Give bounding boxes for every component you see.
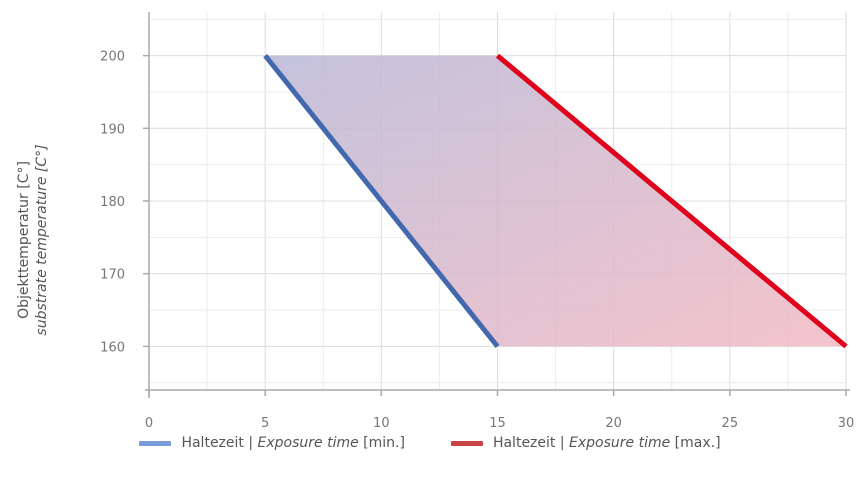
legend-label-min: Haltezeit | Exposure time [min.]: [181, 435, 405, 451]
series-line-min: [263, 54, 500, 348]
x-tick-label-0: 0: [145, 416, 153, 431]
y-axis-label-line1: Objekttemperatur [C°]: [16, 161, 32, 319]
legend-swatch-max: [450, 440, 483, 446]
range-fill: [265, 55, 847, 347]
legend-item-min: Haltezeit | Exposure time [min.]: [139, 435, 405, 451]
range-fill-area: [265, 55, 847, 347]
legend-max-suffix: [max.]: [670, 435, 721, 451]
legend-min-suffix: [min.]: [358, 435, 405, 451]
y-tick-label-170: 170: [100, 268, 125, 283]
y-tick-label-180: 180: [100, 195, 125, 210]
legend: Haltezeit | Exposure time [min.] Halteze…: [0, 430, 860, 456]
y-tick-label-200: 200: [100, 50, 125, 65]
y-axis-label-line2: substrate temperature [C°]: [34, 144, 50, 335]
x-tick-label-10: 10: [373, 416, 390, 431]
axes: [143, 12, 850, 398]
legend-min-prefix: Haltezeit |: [181, 435, 258, 451]
y-tick-label-160: 160: [100, 340, 125, 355]
legend-item-max: Haltezeit | Exposure time [max.]: [450, 435, 721, 451]
legend-min-italic: Exposure time: [257, 435, 359, 451]
series: [263, 53, 848, 349]
x-tick-label-5: 5: [261, 416, 269, 431]
legend-max-prefix: Haltezeit |: [492, 435, 570, 451]
series-line-max: [495, 53, 848, 349]
legend-max-italic: Exposure time: [569, 435, 671, 451]
x-tick-label-25: 25: [722, 416, 739, 431]
y-axis-label: Objekttemperatur [C°] substrate temperat…: [16, 144, 50, 335]
legend-label-max: Haltezeit | Exposure time [max.]: [493, 435, 721, 451]
x-tick-label-15: 15: [489, 416, 506, 431]
x-tick-label-20: 20: [605, 416, 622, 431]
x-tick-label-30: 30: [838, 416, 855, 431]
tick-labels: 0 5 10 15 20 25 30 160 170 180 190 200: [100, 50, 854, 431]
y-tick-label-190: 190: [100, 122, 125, 137]
legend-swatch-min: [139, 440, 172, 446]
